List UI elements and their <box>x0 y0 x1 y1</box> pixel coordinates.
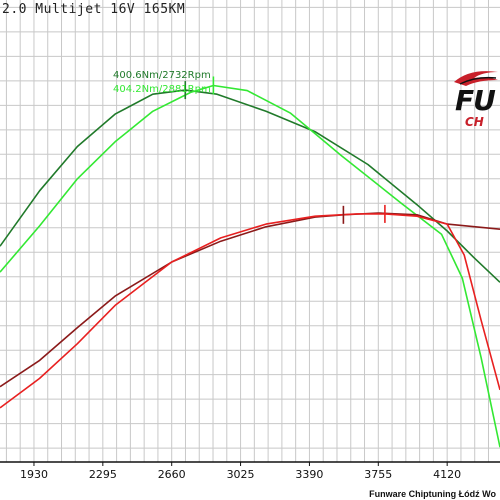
marker-layer <box>184 76 386 224</box>
x-tick-label-5: 3755 <box>364 468 392 481</box>
credit-text: Funware Chiptuning Łódź Wo <box>369 489 496 499</box>
series-line-torque-tuned <box>0 84 500 448</box>
series-line-power-tuned <box>0 213 500 409</box>
grid-layer <box>0 0 500 462</box>
peak-annotation-torque-tuned: 404.2Nm/2881Rpm <box>113 84 211 95</box>
x-tick-label-0: 1930 <box>20 468 48 481</box>
x-tick-label-4: 3390 <box>295 468 323 481</box>
logo-swoosh-icon <box>454 71 498 86</box>
logo-sub-text: CH <box>465 115 484 129</box>
x-tick-label-2: 2660 <box>158 468 186 481</box>
series-line-torque-stock <box>0 89 500 283</box>
series-layer <box>0 84 500 448</box>
x-tick-label-6: 4120 <box>433 468 461 481</box>
logo-main-text: FU <box>455 84 496 117</box>
peak-annotation-torque-stock: 400.6Nm/2732Rpm <box>113 70 211 81</box>
annotation-layer: 400.6Nm/2732Rpm 404.2Nm/2881Rpm <box>113 70 211 95</box>
x-tick-labels: 1930 2295 2660 3025 3390 3755 4120 <box>20 462 461 481</box>
x-tick-label-1: 2295 <box>89 468 117 481</box>
x-tick-label-3: 3025 <box>227 468 255 481</box>
chart-title: 2.0 Multijet 16V 165KM <box>2 2 186 17</box>
brand-logo: FU CH <box>446 62 500 129</box>
